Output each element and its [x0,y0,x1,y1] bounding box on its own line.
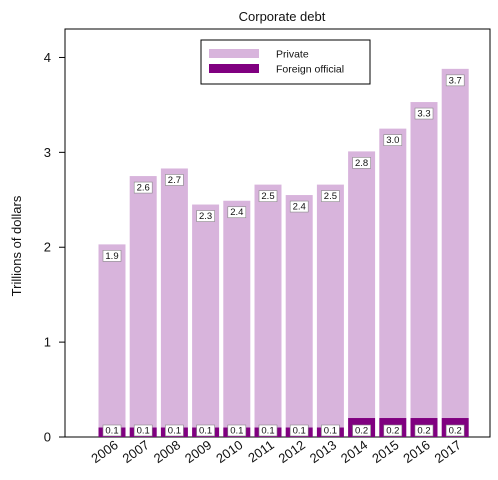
y-tick-label: 2 [44,240,51,255]
x-tick-label: 2010 [213,437,245,466]
bar-private [161,168,188,427]
data-label-private: 2.4 [293,202,306,213]
bar-private [130,176,157,427]
bar-private [192,205,219,428]
bar-private [411,102,438,418]
data-label-private: 2.5 [261,191,274,202]
bar-private [99,244,126,427]
data-label-foreign-official: 0.2 [449,426,462,437]
bar-private [379,129,406,418]
y-tick-label: 4 [44,50,51,65]
data-label-foreign-official: 0.1 [168,426,181,437]
legend-label-private: Private [276,49,309,61]
data-label-foreign-official: 0.1 [137,426,150,437]
plot-area: 012341.90.120062.60.120072.70.120082.30.… [44,29,490,466]
data-label-private: 2.4 [230,207,243,218]
data-label-foreign-official: 0.1 [230,426,243,437]
data-label-private: 2.6 [137,183,150,194]
x-tick-label: 2008 [151,437,183,466]
data-label-private: 1.9 [105,251,118,262]
bar-private [255,185,282,428]
data-label-foreign-official: 0.2 [386,426,399,437]
bar-private [348,151,375,418]
data-label-foreign-official: 0.1 [324,426,337,437]
chart-title: Corporate debt [239,9,326,24]
x-tick-label: 2009 [182,437,214,466]
x-tick-label: 2011 [245,437,277,465]
legend-label-foreign-official: Foreign official [276,64,344,76]
data-label-private: 3.7 [449,75,462,86]
y-tick-label: 0 [44,430,51,445]
legend-swatch-foreign-official [209,64,259,73]
data-label-private: 2.8 [355,158,368,169]
x-tick-label: 2017 [432,437,464,466]
x-tick-label: 2013 [307,437,339,466]
x-tick-label: 2007 [120,437,152,466]
x-tick-label: 2012 [276,437,308,466]
bar-private [442,69,469,418]
bar-private [223,201,250,428]
data-label-foreign-official: 0.1 [261,426,274,437]
data-label-foreign-official: 0.2 [355,426,368,437]
x-tick-label: 2015 [369,437,401,466]
y-tick-label: 1 [44,335,51,350]
data-label-foreign-official: 0.1 [293,426,306,437]
bar-private [317,185,344,428]
data-label-private: 3.0 [386,135,399,146]
data-label-foreign-official: 0.2 [417,426,430,437]
x-tick-label: 2016 [400,437,432,466]
data-label-foreign-official: 0.1 [105,426,118,437]
legend-box [201,40,370,84]
data-label-foreign-official: 0.1 [199,426,212,437]
data-label-private: 2.7 [168,175,181,186]
x-tick-label: 2014 [338,437,370,466]
data-label-private: 3.3 [417,109,430,120]
x-tick-label: 2006 [88,437,120,466]
y-tick-label: 3 [44,145,51,160]
legend-swatch-private [209,49,259,58]
y-axis-label: Trillions of dollars [9,195,24,296]
bar-private [286,195,313,427]
data-label-private: 2.5 [324,191,337,202]
data-label-private: 2.3 [199,211,212,222]
